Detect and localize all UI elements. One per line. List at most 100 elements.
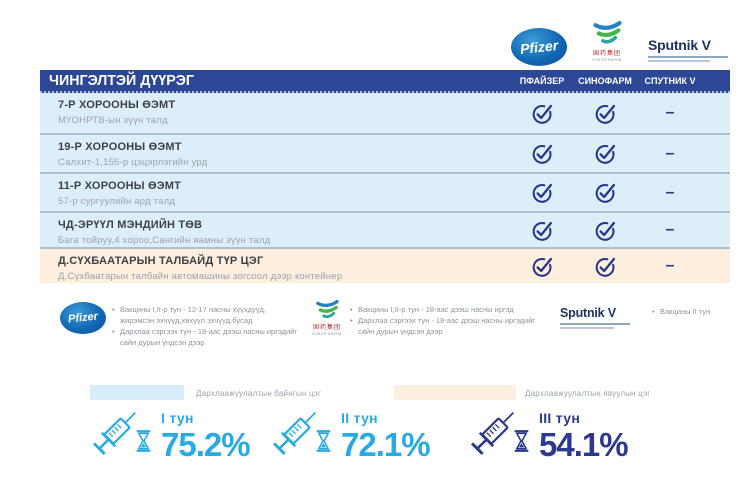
site-name: 19-Р ХОРООНЫ ӨЭМТ — [58, 141, 182, 153]
syringe-icon — [92, 412, 136, 456]
site-address: Салхит-1,155-р цэцэрлэгийн урд — [58, 157, 208, 168]
pfizer-logo-text: Pfizer — [519, 37, 559, 57]
dash-icon: – — [665, 221, 675, 238]
sputnik-logo-footnote: Sputnik V — [560, 306, 646, 331]
site-name: ЧД-ЭРҮҮЛ МЭНДИЙН ТӨВ — [58, 219, 203, 231]
check-icon — [595, 257, 615, 277]
site-address: Д.Сүхбаатарын талбайн автомашины зогсоол… — [58, 271, 343, 282]
check-icon — [595, 221, 615, 241]
permanent-point-swatch — [90, 385, 184, 400]
district-title: ЧИНГЭЛТЭЙ ДҮҮРЭГ — [49, 72, 194, 89]
dash-icon: – — [665, 104, 675, 121]
pfizer-availability-mark — [507, 135, 577, 172]
hourglass-icon — [514, 430, 529, 452]
dose-1-stat: I тун 75.2% — [88, 402, 251, 466]
sinopharm-cn-text: 国药集团 — [592, 51, 621, 57]
hourglass-icon — [316, 430, 331, 452]
dash-icon: – — [665, 183, 675, 201]
table-row: 19-Р ХОРООНЫ ӨЭМТ Салхит-1,155-р цэцэрлэ… — [40, 133, 730, 172]
dash-icon: – — [665, 144, 675, 162]
pfizer-notes: Вакцины I,II-р тун - 12-17 насны хүүхдүү… — [112, 305, 298, 349]
site-name: 11-Р ХОРООНЫ ӨЭМТ — [58, 180, 182, 192]
site-name: 7-Р ХОРООНЫ ӨЭМТ — [58, 99, 176, 111]
dose-1-value: 75.2% — [161, 426, 251, 463]
note-item: Дархлаа сэргээх тун - 18-аас дээш насны … — [112, 327, 298, 349]
column-header-sinopharm: СИНОФАРМ — [578, 76, 632, 86]
sinopharm-en-text: SINOPHARM — [592, 57, 622, 62]
sinopharm-en-text: SINOPHARM — [312, 331, 342, 336]
pfizer-logo-text: Pfizer — [67, 310, 99, 326]
note-item: Дархлаа сэргээх тун - 18-аас дээш насны … — [350, 316, 540, 338]
table-row: 7-Р ХОРООНЫ ӨЭМТ МҮОНРТВ-ын зүүн талд – — [40, 93, 730, 133]
table-row: 11-Р ХОРООНЫ ӨЭМТ 57-р сургуулийн ард та… — [40, 172, 730, 211]
dose-2-value: 72.1% — [341, 426, 431, 463]
sputnik-tagline — [648, 56, 740, 62]
hourglass-icon — [136, 430, 151, 452]
table-row: Д.СҮХБААТАРЫН ТАЛБАЙД ТҮР ЦЭГ Д.Сүхбаата… — [40, 247, 730, 283]
dose-3-icons — [466, 402, 534, 466]
sputnik-notes: Вакцины II тун — [652, 307, 742, 318]
column-header-sputnik: СПУТНИК V — [644, 76, 696, 86]
column-header-pfizer: ПФАЙЗЕР — [519, 76, 565, 86]
mobile-point-label: Дархлаажуулалтын явуулын цэг — [525, 389, 651, 398]
sinopharm-logo: 国药集团 SINOPHARM — [584, 21, 630, 62]
sputnik-availability-mark: – — [635, 249, 705, 283]
dose-3-value: 54.1% — [539, 426, 629, 463]
sputnik-tagline — [560, 323, 646, 329]
site-address: Бага тойруу,4 хороо,Сангийн яамны зүүн т… — [58, 235, 271, 246]
sputnik-logo-text: Sputnik V — [648, 37, 711, 53]
site-address: 57-р сургуулийн ард талд — [58, 196, 176, 207]
table-row: ЧД-ЭРҮҮЛ МЭНДИЙН ТӨВ Бага тойруу,4 хороо… — [40, 211, 730, 247]
dash-icon: – — [665, 257, 675, 274]
dose-3-stat: III тун 54.1% — [466, 402, 629, 466]
check-icon — [532, 104, 552, 124]
check-icon — [595, 144, 615, 164]
mobile-point-swatch — [394, 385, 516, 400]
sinopharm-waves-icon — [316, 300, 339, 319]
sinopharm-logo-footnote: 国药集团 SINOPHARM — [306, 300, 348, 336]
vaccination-points-table: 7-Р ХОРООНЫ ӨЭМТ МҮОНРТВ-ын зүүн талд – … — [40, 93, 730, 283]
pfizer-availability-mark — [507, 174, 577, 211]
sputnik-availability-mark: – — [635, 213, 705, 247]
check-icon — [532, 144, 552, 164]
dose-2-stat: II тун 72.1% — [268, 402, 431, 466]
sputnik-availability-mark: – — [635, 93, 705, 133]
syringe-icon — [470, 412, 514, 456]
permanent-point-label: Дархлаажуулалтын байнгын цэг — [196, 389, 322, 398]
site-address: МҮОНРТВ-ын зүүн талд — [58, 115, 168, 126]
sinopharm-availability-mark — [570, 174, 640, 211]
dose-2-icons — [268, 402, 336, 466]
note-item: Вакцины I,II-р тун - 12-17 насны хүүхдүү… — [112, 305, 298, 327]
sinopharm-availability-mark — [570, 135, 640, 172]
syringe-icon — [272, 412, 316, 456]
dose-2-label: II тун — [341, 410, 378, 426]
sinopharm-availability-mark — [570, 249, 640, 283]
check-icon — [532, 221, 552, 241]
check-icon — [532, 183, 552, 203]
pfizer-availability-mark — [507, 249, 577, 283]
dose-3-label: III тун — [539, 410, 581, 426]
dose-1-icons — [88, 402, 156, 466]
table-header-bar: ЧИНГЭЛТЭЙ ДҮҮРЭГ ПФАЙЗЕР СИНОФАРМ СПУТНИ… — [40, 70, 730, 93]
sputnik-logo-text: Sputnik V — [560, 306, 616, 320]
pfizer-logo-footnote: Pfizer — [60, 302, 106, 334]
sputnik-logo: Sputnik V — [648, 37, 740, 64]
check-icon — [532, 257, 552, 277]
sputnik-availability-mark: – — [635, 135, 705, 172]
site-name: Д.СҮХБААТАРЫН ТАЛБАЙД ТҮР ЦЭГ — [58, 255, 264, 267]
sputnik-availability-mark: – — [635, 174, 705, 211]
check-icon — [595, 104, 615, 124]
sinopharm-notes: Вакцины I,II-р тун - 18-аас дээш насны и… — [350, 305, 540, 338]
sinopharm-cn-text: 国药集团 — [312, 325, 341, 331]
note-item: Вакцины I,II-р тун - 18-аас дээш насны и… — [350, 305, 540, 316]
sinopharm-availability-mark — [570, 213, 640, 247]
dose-1-label: I тун — [161, 410, 194, 426]
pfizer-availability-mark — [507, 93, 577, 133]
note-item: Вакцины II тун — [652, 307, 742, 318]
pfizer-logo: Pfizer — [511, 28, 567, 66]
pfizer-availability-mark — [507, 213, 577, 247]
sinopharm-availability-mark — [570, 93, 640, 133]
sinopharm-waves-icon — [593, 21, 622, 44]
check-icon — [595, 183, 615, 203]
